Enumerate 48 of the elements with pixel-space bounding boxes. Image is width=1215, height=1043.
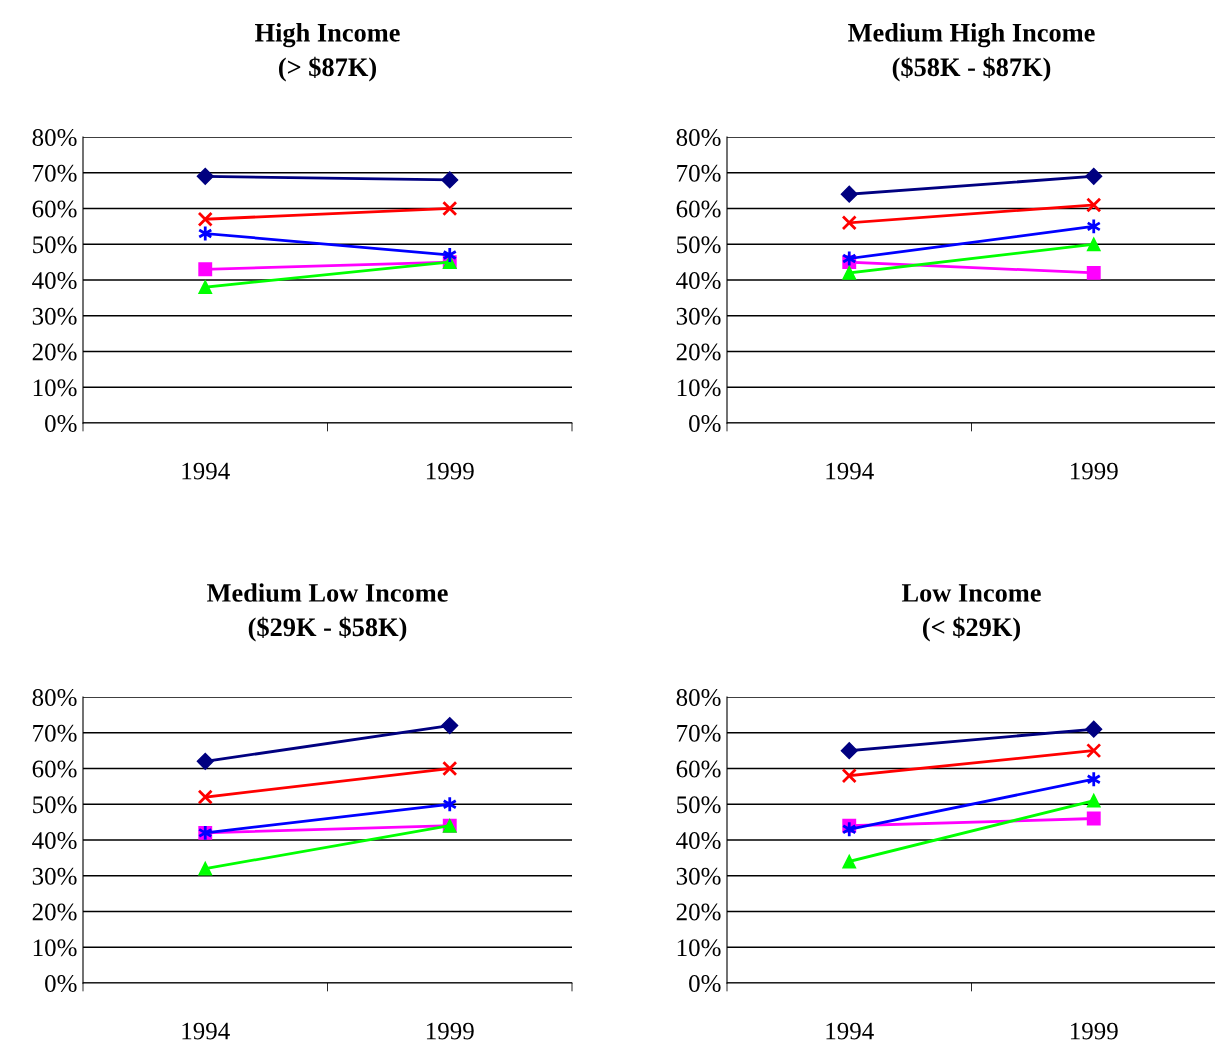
x-tick-label: 1999 — [426, 462, 474, 480]
y-tick-label: 70% — [677, 164, 721, 182]
y-tick-label: 60% — [676, 760, 721, 778]
y-tick-label: 40% — [32, 272, 77, 289]
x-tick-label: 1994 — [826, 462, 874, 480]
y-tick-label: 70% — [33, 164, 77, 182]
y-tick-label: 20% — [32, 903, 77, 921]
x-tick-label: 1994 — [182, 1022, 230, 1040]
chart-title: High Income (> $87K) — [255, 23, 400, 82]
chart-title: Medium Low Income ($29K - $58K) — [207, 583, 448, 642]
y-tick-label: 40% — [32, 832, 77, 849]
y-tick-label: 10% — [33, 939, 77, 957]
y-tick-label: 30% — [676, 307, 721, 325]
x-tick-label: 1994 — [182, 462, 230, 480]
y-tick-label: 30% — [32, 867, 77, 885]
y-tick-label: 0% — [689, 415, 721, 432]
y-tick-label: 0% — [45, 975, 77, 992]
y-tick-label: 10% — [677, 939, 721, 957]
y-tick-label: 70% — [33, 724, 77, 742]
y-tick-label: 70% — [677, 724, 721, 742]
x-tick-label: 1999 — [426, 1022, 474, 1040]
y-tick-label: 20% — [32, 343, 77, 361]
y-tick-label: 0% — [689, 975, 721, 992]
x-tick-label: 1999 — [1070, 1022, 1118, 1040]
y-tick-label: 30% — [676, 867, 721, 885]
y-tick-label: 10% — [33, 379, 77, 397]
y-tick-label: 60% — [676, 200, 721, 218]
y-tick-label: 80% — [32, 689, 77, 706]
x-tick-label: 1999 — [1070, 462, 1118, 480]
y-tick-label: 30% — [32, 307, 77, 325]
y-tick-label: 10% — [677, 379, 721, 397]
y-tick-label: 80% — [32, 129, 77, 146]
y-tick-label: 80% — [676, 689, 721, 706]
y-tick-label: 50% — [33, 236, 77, 254]
y-tick-label: 40% — [676, 832, 721, 849]
y-tick-label: 60% — [32, 200, 77, 218]
y-tick-label: 40% — [676, 272, 721, 289]
x-tick-label: 1994 — [826, 1022, 874, 1040]
y-tick-label: 20% — [676, 903, 721, 921]
y-tick-label: 20% — [676, 343, 721, 361]
y-tick-label: 50% — [677, 796, 721, 814]
y-tick-label: 50% — [677, 236, 721, 254]
chart-title: Medium High Income ($58K - $87K) — [848, 23, 1095, 82]
y-tick-label: 50% — [33, 796, 77, 814]
chart-title: Low Income (< $29K) — [901, 584, 1041, 642]
y-tick-label: 80% — [676, 129, 721, 146]
y-tick-label: 0% — [45, 415, 77, 432]
y-tick-label: 60% — [32, 760, 77, 778]
